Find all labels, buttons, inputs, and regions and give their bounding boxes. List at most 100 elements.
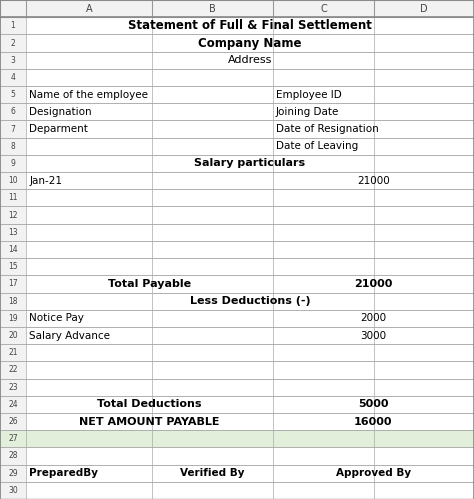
Bar	[374, 51, 474, 69]
Bar	[273, 120, 374, 138]
Bar	[26, 103, 152, 120]
Bar	[152, 413, 273, 430]
Text: 14: 14	[8, 245, 18, 254]
Bar	[26, 34, 152, 51]
Bar	[374, 292, 474, 310]
Text: B: B	[209, 3, 216, 13]
Bar	[374, 86, 474, 103]
Bar	[0, 224, 26, 241]
Bar	[152, 396, 273, 413]
Bar	[0, 103, 26, 120]
Bar	[0, 51, 26, 69]
Bar	[152, 241, 273, 258]
Text: PreparedBy: PreparedBy	[29, 468, 99, 478]
Text: 4: 4	[10, 73, 16, 82]
Bar	[273, 241, 374, 258]
Bar	[152, 379, 273, 396]
Bar	[374, 103, 474, 120]
Bar	[152, 17, 273, 34]
Text: 5000: 5000	[358, 399, 389, 409]
Text: Address: Address	[228, 55, 272, 65]
Text: Joining Date: Joining Date	[276, 107, 339, 117]
Bar	[273, 86, 374, 103]
Text: 23: 23	[8, 383, 18, 392]
Bar	[273, 413, 374, 430]
Bar	[0, 275, 26, 292]
Bar	[273, 103, 374, 120]
Bar	[152, 344, 273, 361]
Bar	[374, 138, 474, 155]
Bar	[152, 258, 273, 275]
Bar	[152, 172, 273, 189]
Text: 28: 28	[8, 452, 18, 461]
Text: 29: 29	[8, 469, 18, 478]
Bar	[273, 465, 374, 482]
Bar	[273, 17, 374, 34]
Bar	[26, 224, 152, 241]
Bar	[26, 138, 152, 155]
Text: 2000: 2000	[360, 313, 386, 323]
Text: 26: 26	[8, 417, 18, 426]
Text: 2: 2	[10, 38, 16, 47]
Text: D: D	[420, 3, 428, 13]
Text: Verified By: Verified By	[180, 468, 245, 478]
Bar	[152, 448, 273, 465]
Text: A: A	[86, 3, 92, 13]
Bar	[26, 361, 152, 379]
Bar	[26, 379, 152, 396]
Bar	[0, 465, 26, 482]
Bar	[26, 327, 152, 344]
Bar	[374, 34, 474, 51]
Bar	[374, 258, 474, 275]
Bar	[273, 207, 374, 224]
Bar	[26, 189, 152, 207]
Bar	[152, 482, 273, 499]
Bar	[273, 482, 374, 499]
Text: 17: 17	[8, 279, 18, 288]
Text: 16000: 16000	[354, 417, 392, 427]
Bar	[26, 430, 152, 448]
Bar	[152, 103, 273, 120]
Bar	[374, 482, 474, 499]
Bar	[26, 0, 152, 17]
Bar	[26, 275, 152, 292]
Bar	[26, 51, 152, 69]
Text: 21: 21	[8, 348, 18, 357]
Bar	[374, 155, 474, 172]
Bar	[152, 138, 273, 155]
Bar	[374, 430, 474, 448]
Bar	[273, 275, 374, 292]
Text: Name of the employee: Name of the employee	[29, 90, 148, 100]
Text: 19: 19	[8, 314, 18, 323]
Text: 10: 10	[8, 176, 18, 185]
Bar	[273, 292, 374, 310]
Bar	[152, 465, 273, 482]
Bar	[152, 310, 273, 327]
Bar	[0, 396, 26, 413]
Text: Designation: Designation	[29, 107, 92, 117]
Text: Deparment: Deparment	[29, 124, 88, 134]
Bar	[152, 327, 273, 344]
Bar	[273, 310, 374, 327]
Bar	[0, 258, 26, 275]
Bar	[0, 310, 26, 327]
Bar	[0, 379, 26, 396]
Bar	[26, 172, 152, 189]
Bar	[26, 448, 152, 465]
Bar	[374, 224, 474, 241]
Bar	[152, 69, 273, 86]
Text: 12: 12	[8, 211, 18, 220]
Bar	[26, 155, 152, 172]
Bar	[152, 34, 273, 51]
Text: 5: 5	[10, 90, 16, 99]
Bar	[0, 69, 26, 86]
Bar	[0, 448, 26, 465]
Text: 20: 20	[8, 331, 18, 340]
Text: 22: 22	[8, 365, 18, 374]
Text: Employee ID: Employee ID	[276, 90, 342, 100]
Text: 24: 24	[8, 400, 18, 409]
Text: 7: 7	[10, 125, 16, 134]
Bar	[26, 69, 152, 86]
Bar	[26, 344, 152, 361]
Bar	[0, 189, 26, 207]
